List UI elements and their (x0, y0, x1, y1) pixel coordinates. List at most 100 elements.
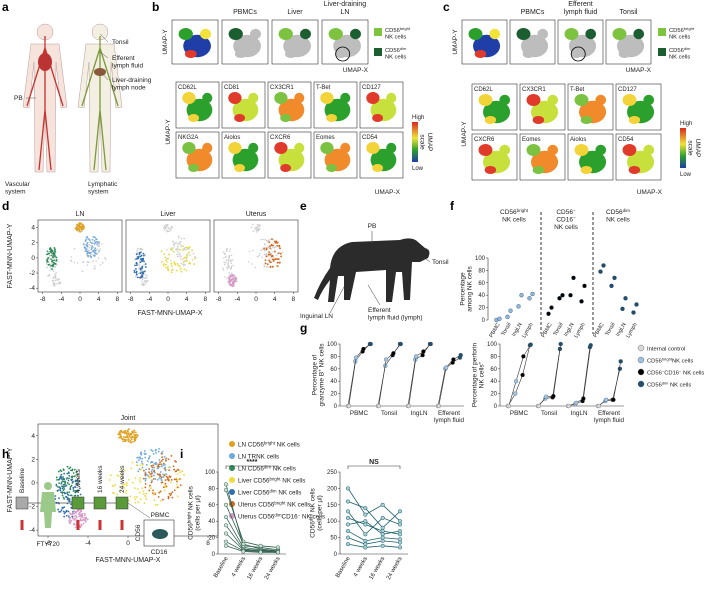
umap-point (93, 240, 96, 243)
umap-blob (248, 92, 259, 104)
umap-point (143, 452, 146, 455)
umap-point (120, 467, 123, 470)
umap-blob (202, 142, 213, 154)
umap-point (272, 239, 275, 241)
umap-point (255, 231, 258, 233)
dot (436, 403, 441, 409)
text-line: Efferent (598, 410, 620, 417)
umap-point (73, 261, 76, 264)
umap-point (136, 434, 139, 437)
text-line: PBMCs (233, 9, 257, 16)
plot-frame (321, 19, 369, 65)
umap-point (65, 484, 68, 487)
dot (363, 519, 368, 524)
umap-point (141, 280, 144, 283)
x-tick-label: 0 (166, 296, 170, 303)
umap-point (63, 512, 66, 515)
dot (443, 365, 449, 370)
umap-point (153, 499, 156, 502)
umap-point (67, 510, 70, 513)
y-tick-label: 100 (327, 519, 338, 525)
text-line: 20 (208, 536, 215, 542)
umap-point (72, 488, 75, 490)
text-line: 60 (330, 367, 337, 373)
umap-point (221, 267, 224, 270)
umap-point (162, 486, 165, 489)
text-part: CD16 (664, 371, 679, 377)
umap-point (54, 255, 56, 258)
umap-point (179, 248, 181, 251)
umap-point (160, 481, 163, 484)
x-tick-label: 0 (254, 296, 258, 303)
text-line: 0 (212, 552, 216, 558)
umap-point (229, 274, 232, 277)
umap-point (166, 248, 168, 251)
text-line: system (5, 188, 26, 195)
x-tick-label: Efferent lymph fluid (434, 410, 465, 424)
umap-point (172, 465, 175, 468)
umap-point (56, 282, 58, 285)
leader-line (421, 255, 431, 263)
text-line: LN CD56bright NK cells (238, 440, 300, 449)
y-tick-label: 0 (482, 318, 486, 324)
umap-point (59, 282, 62, 284)
x-tick-label: PBMC (593, 322, 606, 339)
umap-point (60, 481, 63, 484)
y-tick-label: 0 (212, 552, 216, 558)
umap-point (62, 489, 65, 492)
umap-point (177, 245, 179, 248)
umap-point (274, 246, 276, 249)
drug-label: FTY720 (36, 541, 60, 548)
umap-blob (228, 92, 242, 104)
y-tick-label: 200 (327, 486, 338, 492)
plot-frame (471, 133, 518, 181)
umap-point (56, 263, 58, 266)
umap-point (82, 243, 85, 246)
umap-point (181, 249, 184, 251)
marker-label: CXCR6 (474, 137, 495, 143)
umap-blob (372, 114, 384, 122)
axis-label: UMAP-Y (452, 29, 459, 55)
y-tick-label: 150 (327, 503, 338, 509)
scale-label: Low (412, 166, 424, 172)
text-line: Lymph (521, 322, 534, 339)
umap-point (74, 227, 77, 230)
dot (609, 283, 614, 289)
text-line: h (2, 447, 9, 461)
umap-point (61, 507, 64, 510)
umap-point (77, 494, 79, 497)
dot (363, 506, 368, 511)
umap-point (167, 257, 170, 260)
umap-point (267, 245, 270, 248)
umap-point (156, 473, 159, 476)
umap-point (113, 492, 115, 494)
y-tick-label: 0 (334, 404, 338, 410)
dot (519, 293, 524, 298)
umap-blob (564, 28, 579, 40)
umap-point (71, 515, 74, 518)
umap-point (55, 484, 58, 487)
umap-point (60, 485, 63, 488)
dot (530, 291, 535, 297)
x-tick-label: Lymph (573, 322, 586, 339)
dot (557, 296, 562, 301)
text-line: CD54 (618, 137, 634, 143)
superscript: bright (264, 440, 276, 445)
panel-title: Uterus (246, 211, 267, 218)
x-tick-label: IngLN (571, 410, 588, 417)
umap-point (264, 259, 267, 262)
umap-point (140, 254, 143, 257)
text-line: Aiolos (224, 135, 240, 141)
umap-point (78, 487, 81, 490)
umap-point (91, 245, 94, 248)
text-line: 0 (334, 404, 338, 410)
umap-point (141, 258, 143, 261)
umap-point (123, 469, 126, 472)
umap-point (261, 248, 263, 251)
umap-point (138, 247, 140, 250)
umap-point (250, 226, 253, 229)
umap-point (70, 494, 73, 497)
text-line: system (88, 188, 109, 195)
umap-point (79, 230, 81, 233)
umap-point (61, 491, 64, 494)
